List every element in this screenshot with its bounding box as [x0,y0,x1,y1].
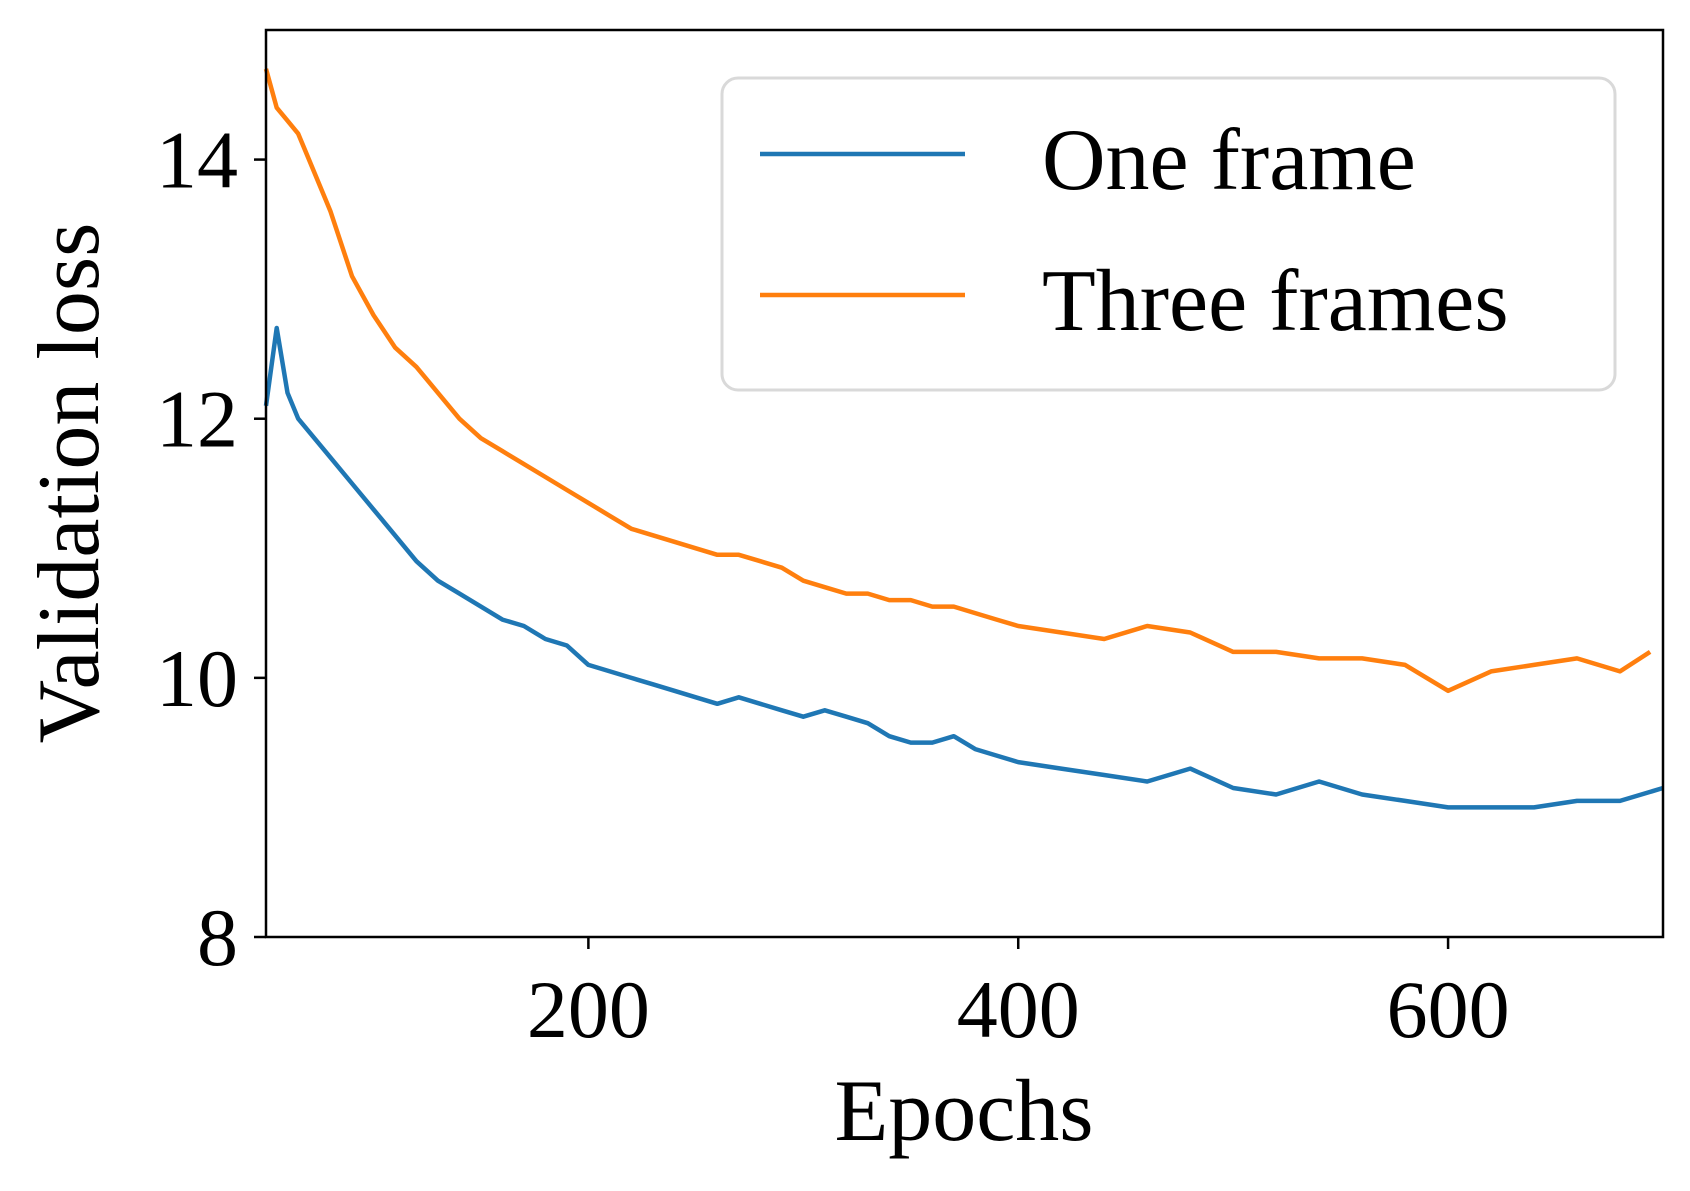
series-layer [263,68,1664,810]
x-axis-title: Epochs [834,1063,1093,1160]
legend: One frame Three frames [720,76,1617,392]
series-line-1 [263,68,1652,694]
y-axis-title: Validation loss [21,223,118,744]
x-tick-label: 400 [957,964,1080,1055]
axes-frame [264,28,1665,939]
legend-label-one-frame: One frame [1042,112,1416,209]
legend-label-three-frames: Three frames [1042,253,1509,350]
y-tick-label: 10 [156,633,238,724]
y-tick-label: 8 [197,892,238,983]
y-tick-label: 14 [156,115,238,206]
x-tick-label: 200 [527,964,650,1055]
y-tick-label: 12 [156,374,238,465]
x-tick-label: 600 [1387,964,1510,1055]
ticks-layer: 200 400 600 8 10 12 14 [156,115,1510,1055]
series-line-0 [263,325,1664,810]
